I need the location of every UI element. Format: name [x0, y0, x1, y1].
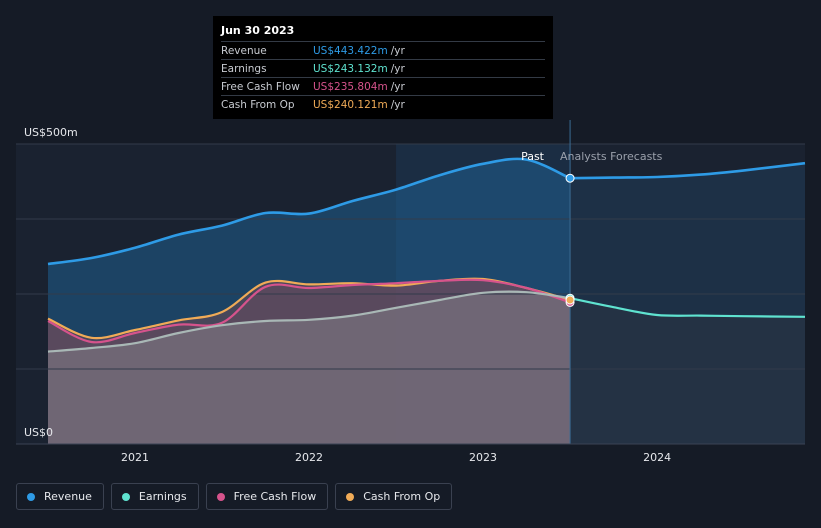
tooltip-unit: /yr: [390, 98, 405, 111]
tooltip-date: Jun 30 2023: [221, 24, 295, 37]
earnings-area: [48, 291, 571, 444]
legend-dot-icon: [27, 492, 35, 501]
revenue-point: [565, 173, 575, 183]
earnings-forecast-line: [569, 297, 806, 318]
x-tick-label: 2022: [295, 451, 323, 464]
tooltip-value: US$243.132m: [313, 62, 388, 75]
legend-label: Cash From Op: [363, 490, 441, 503]
tooltip-label: Earnings: [221, 62, 267, 75]
cash-from-op-area: [48, 278, 571, 444]
x-tick-label: 2023: [469, 451, 497, 464]
tooltip-value: US$235.804m: [313, 80, 388, 93]
earnings-line: [47, 290, 571, 353]
free-cash-flow-line: [47, 278, 571, 344]
legend-item-cash-from-op[interactable]: Cash From Op: [335, 483, 453, 510]
legend-dot-icon: [121, 492, 130, 501]
revenue-forecast-line: [570, 161, 806, 180]
chart-legend: Revenue Earnings Free Cash Flow Cash Fro…: [16, 483, 453, 510]
past-label: Past: [521, 150, 545, 163]
y-axis-top-label: US$500m: [24, 126, 78, 139]
tooltip-row-earnings: Earnings US$243.132m /yr: [221, 59, 545, 77]
tooltip-label: Revenue: [221, 44, 267, 57]
tooltip-unit: /yr: [390, 62, 405, 75]
legend-label: Revenue: [44, 490, 92, 503]
tooltip-unit: /yr: [390, 80, 405, 93]
legend-label: Earnings: [138, 490, 187, 503]
legend-dot-icon: [216, 492, 225, 501]
x-tick-label: 2021: [121, 451, 149, 464]
y-axis-bottom-label: US$0: [24, 426, 53, 439]
cash-from-op-point: [565, 295, 575, 305]
tooltip-value: US$240.121m: [313, 98, 388, 111]
tooltip-unit: /yr: [390, 44, 405, 57]
earnings-forecast-area: [570, 298, 805, 444]
tooltip-row-cash-from-op: Cash From Op US$240.121m /yr: [221, 95, 545, 113]
revenue-line: [47, 157, 571, 266]
forecast-label: Analysts Forecasts: [560, 150, 663, 163]
hover-tooltip: Jun 30 2023 Revenue US$443.422m /yr Earn…: [213, 16, 553, 119]
legend-label: Free Cash Flow: [233, 490, 317, 503]
legend-item-free-cash-flow[interactable]: Free Cash Flow: [205, 483, 329, 510]
legend-dot-icon: [346, 492, 355, 501]
free-cash-flow-area: [48, 279, 571, 444]
tooltip-label: Free Cash Flow: [221, 80, 300, 93]
tooltip-row-free-cash-flow: Free Cash Flow US$235.804m /yr: [221, 77, 545, 95]
tooltip-label: Cash From Op: [221, 98, 295, 111]
tooltip-value: US$443.422m: [313, 44, 388, 57]
x-tick-label: 2024: [643, 451, 671, 464]
cash-from-op-line: [47, 277, 571, 340]
legend-item-earnings[interactable]: Earnings: [110, 483, 199, 510]
tooltip-row-revenue: Revenue US$443.422m /yr: [221, 41, 545, 59]
legend-item-revenue[interactable]: Revenue: [16, 483, 104, 510]
